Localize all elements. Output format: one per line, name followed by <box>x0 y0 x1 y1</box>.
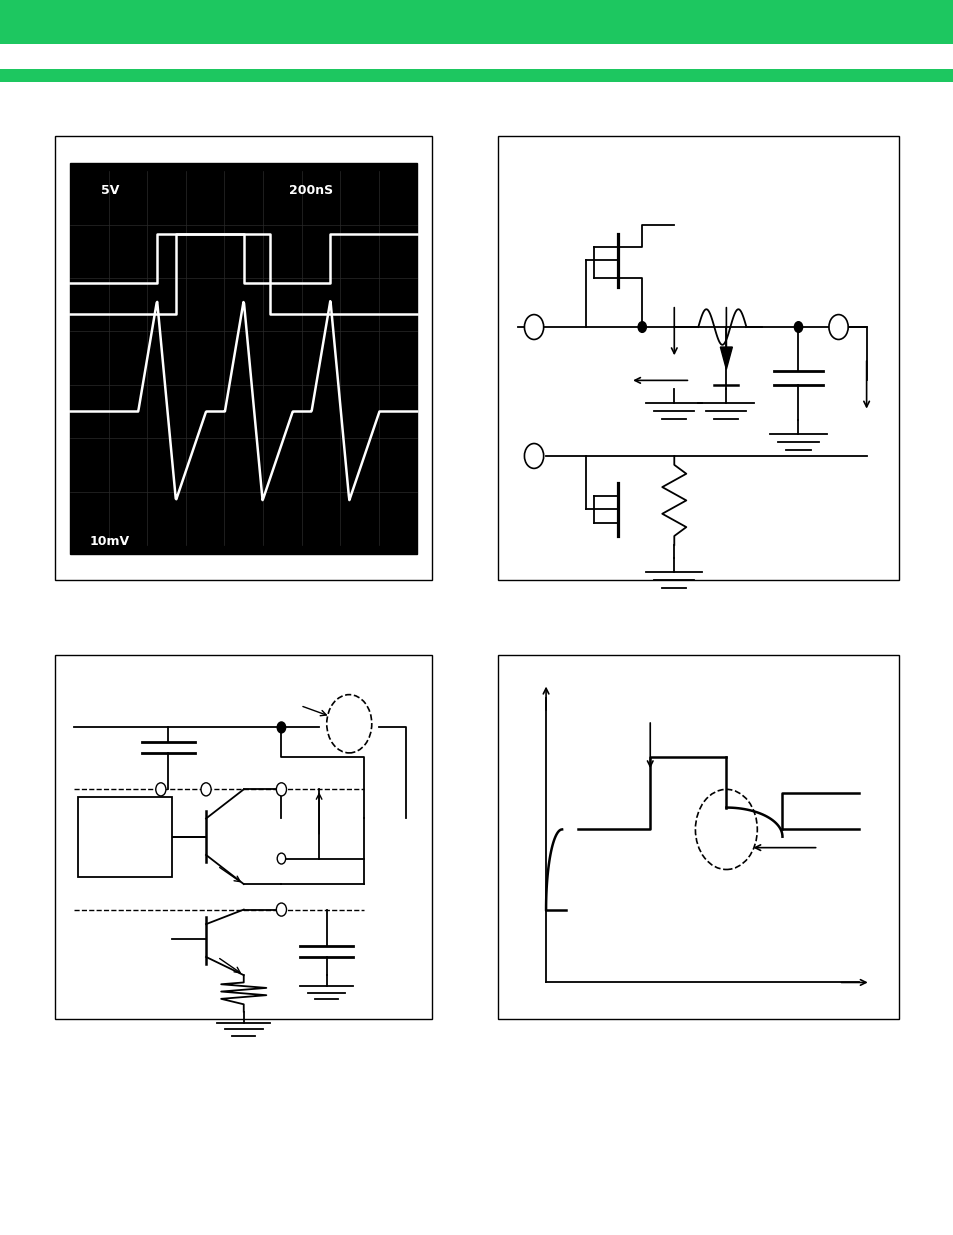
Circle shape <box>828 315 847 340</box>
Text: 5V: 5V <box>100 184 119 196</box>
Circle shape <box>524 443 543 468</box>
Circle shape <box>277 853 285 864</box>
Bar <box>0 0 953 44</box>
Circle shape <box>276 903 286 916</box>
Circle shape <box>277 722 285 732</box>
Circle shape <box>201 783 211 795</box>
Circle shape <box>794 321 801 332</box>
Bar <box>497 136 898 580</box>
Circle shape <box>155 783 166 795</box>
Bar <box>78 797 172 877</box>
Bar <box>0 69 953 82</box>
Bar <box>71 163 416 553</box>
Text: 200nS: 200nS <box>289 184 333 196</box>
Circle shape <box>524 315 543 340</box>
Polygon shape <box>720 347 732 369</box>
Text: 10mV: 10mV <box>90 535 130 548</box>
Bar <box>55 655 432 1019</box>
Circle shape <box>326 694 372 753</box>
Bar <box>497 655 898 1019</box>
Circle shape <box>638 321 646 332</box>
Bar <box>55 136 432 580</box>
Circle shape <box>276 783 286 795</box>
